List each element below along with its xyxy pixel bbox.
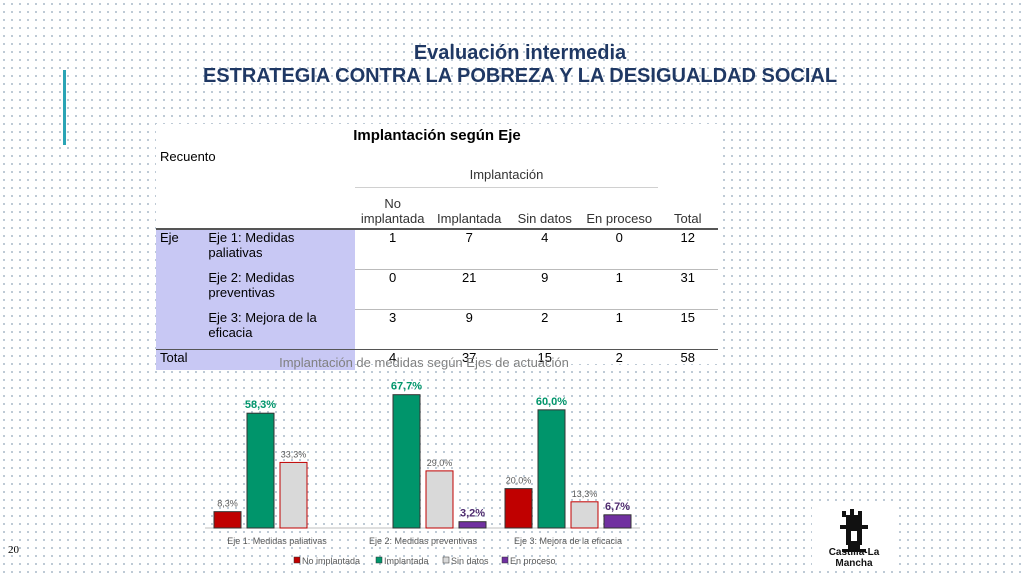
table-cell: 4 [355, 349, 430, 370]
data-label: 58,3% [245, 399, 276, 411]
table-cell: 15 [680, 310, 695, 325]
table-subtitle: Recuento [160, 149, 216, 164]
data-label: 67,7% [391, 381, 422, 393]
legend-swatch [501, 556, 509, 564]
table-row: Eje 3: Mejora de la eficacia 3 9 2 1 15 [156, 309, 718, 350]
table-cell: 9 [508, 269, 581, 310]
bar [213, 511, 242, 529]
total-label: Total [156, 349, 356, 370]
title-line-2: ESTRATEGIA CONTRA LA POBREZA Y LA DESIGU… [202, 65, 838, 87]
legend-swatch [375, 556, 383, 564]
row-group-label: Eje [156, 229, 205, 270]
bar [458, 521, 487, 529]
table-cell: 1 [615, 310, 623, 325]
logo-text: Castilla-La Mancha [828, 547, 880, 569]
category-label: Eje 1: Medidas paliativas [227, 536, 327, 546]
crosstab-table: Implantación según Eje Recuento Implanta… [156, 124, 718, 370]
legend-label: No implantada [302, 556, 360, 566]
data-label: 3,2% [460, 508, 485, 520]
legend-label: Sin datos [451, 556, 489, 566]
legend-label: Implantada [384, 556, 429, 566]
data-label: 60,0% [536, 396, 567, 408]
bar [537, 409, 566, 529]
bar [570, 501, 599, 529]
data-label: 29,0% [427, 458, 453, 468]
row-label: Eje 3: Mejora de la eficacia [204, 309, 356, 350]
bar [603, 514, 632, 529]
table-cell: 58 [657, 349, 718, 370]
data-label: 20,0% [506, 476, 532, 486]
table-cell: 0 [355, 269, 430, 310]
column-header: No implantada [360, 196, 425, 226]
data-label: 13,3% [572, 489, 598, 499]
table-cell: 1 [355, 229, 430, 270]
crosstab-panel: Implantación según Eje Recuento Implanta… [156, 124, 718, 370]
legend-swatch [442, 556, 450, 564]
bar [279, 461, 308, 529]
column-header: Sin datos [517, 211, 572, 226]
table-cell: 21 [429, 269, 509, 310]
category-label: Eje 3: Mejora de la eficacia [514, 536, 622, 546]
data-label: 8,3% [217, 499, 238, 509]
bar [504, 488, 533, 529]
bar [392, 394, 421, 529]
table-cell: 12 [657, 229, 718, 270]
row-label: Eje 2: Medidas preventivas [204, 269, 356, 310]
table-cell: 4 [508, 229, 581, 270]
accent-bar [63, 70, 66, 145]
row-label: Eje 1: Medidas paliativas [204, 229, 356, 270]
table-cell: 0 [580, 229, 658, 270]
category-label: Eje 2: Medidas preventivas [369, 536, 478, 546]
column-group-header: Implantación [355, 167, 658, 188]
table-cell: 1 [580, 269, 658, 310]
table-cell: 9 [465, 310, 473, 325]
column-header: En proceso [586, 211, 653, 226]
table-cell: 3 [389, 310, 397, 325]
page-number: 20 [8, 544, 19, 556]
table-cell: 31 [657, 269, 718, 310]
table-total-row: Total 4 37 15 2 58 [156, 349, 718, 370]
castle-logo-icon [840, 509, 868, 552]
table-cell: 37 [429, 349, 509, 370]
column-header: Implantada [437, 211, 502, 226]
data-label: 6,7% [605, 501, 630, 513]
legend-label: En proceso [510, 556, 556, 566]
table-cell: 2 [541, 310, 549, 325]
slide-title: Evaluación intermedia ESTRATEGIA CONTRA … [120, 42, 920, 88]
title-line-1: Evaluación intermedia [413, 42, 627, 64]
table-cell: 7 [429, 229, 509, 270]
table-title: Implantación según Eje [353, 127, 521, 144]
table-row: Eje 2: Medidas preventivas 0 21 9 1 31 [156, 269, 718, 310]
chart-title: Implantación de medidas según Ejes de ac… [279, 355, 569, 370]
data-label: 33,3% [281, 449, 307, 459]
table-row: Eje Eje 1: Medidas paliativas 1 7 4 0 12 [156, 229, 718, 270]
column-header: Total [674, 211, 702, 226]
legend-swatch [293, 556, 301, 564]
table-cell: 2 [580, 349, 658, 370]
bar [425, 470, 454, 529]
bar [246, 412, 275, 529]
table-cell: 15 [508, 349, 581, 370]
logo: Castilla-La Mancha [812, 505, 896, 571]
